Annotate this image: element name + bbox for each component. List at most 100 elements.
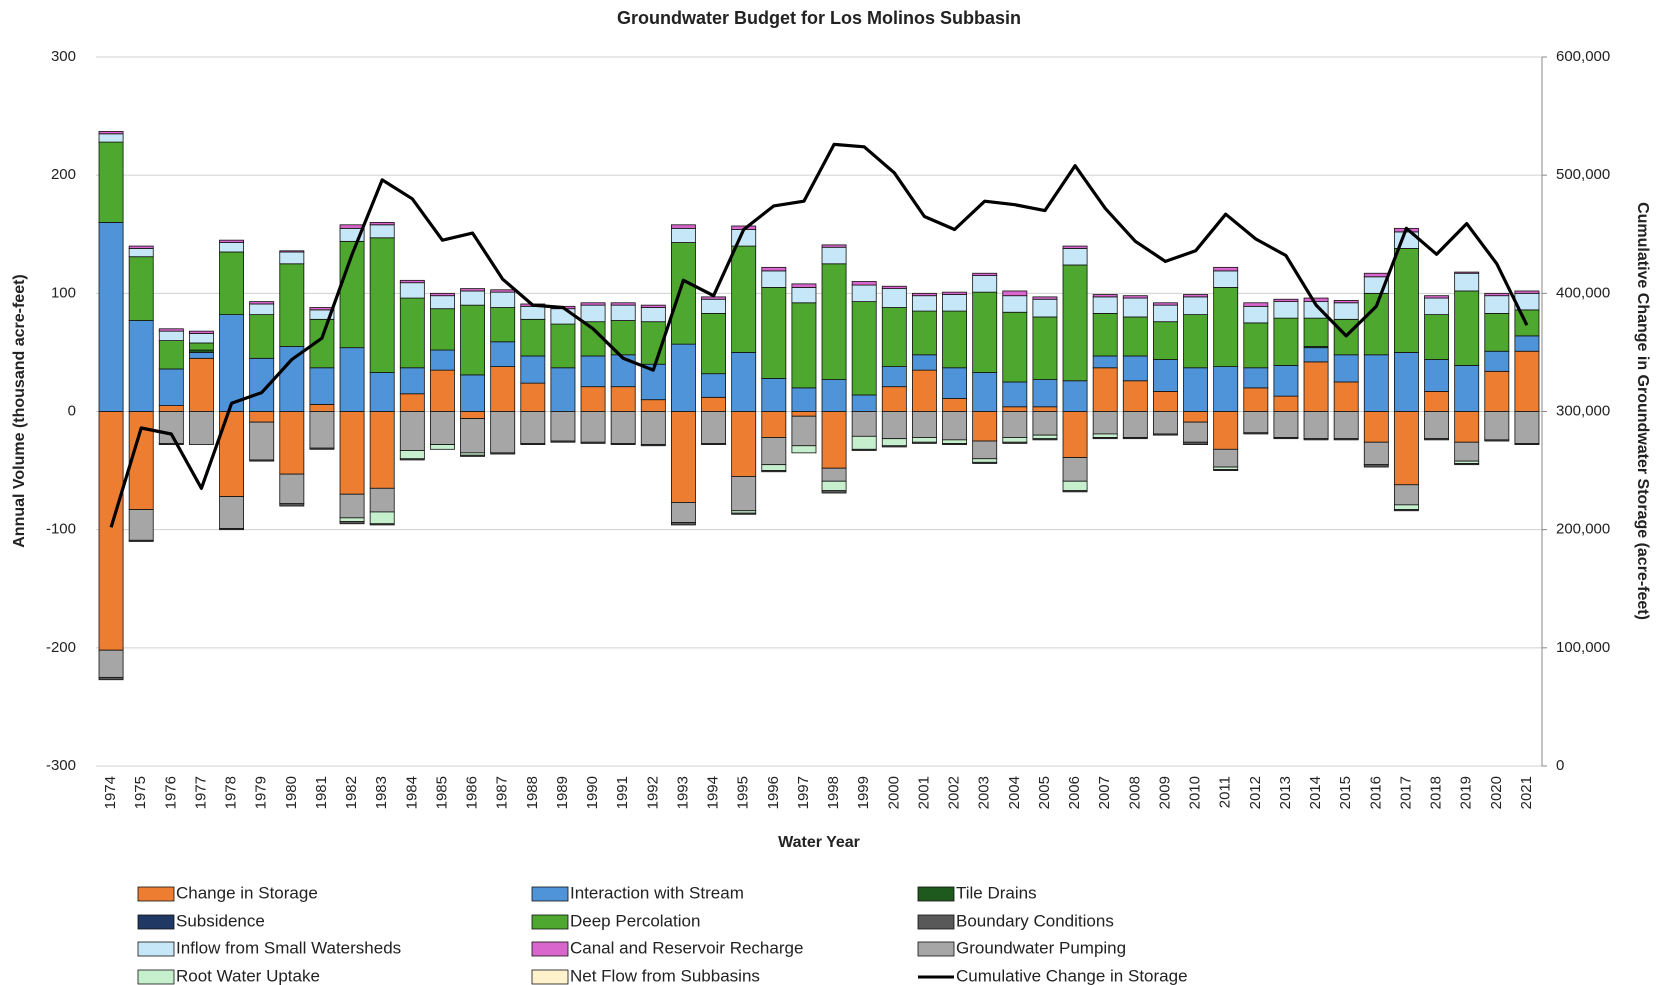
- bar-segment: [972, 275, 998, 293]
- bar-segment: [1243, 302, 1269, 307]
- bar-segment: [128, 320, 154, 412]
- x-tick-label: 1975: [132, 776, 149, 809]
- bar-segment: [821, 490, 847, 494]
- bar-segment: [972, 411, 998, 442]
- bar-segment: [1424, 297, 1450, 316]
- bar-segment: [158, 330, 184, 342]
- bar-segment: [821, 467, 847, 482]
- bar-segment: [761, 378, 787, 412]
- legend-label: Root Water Uptake: [176, 966, 320, 985]
- bar-segment: [550, 308, 576, 325]
- bar-segment: [1303, 347, 1329, 363]
- bar-segment: [942, 294, 968, 312]
- bar-segment: [881, 411, 907, 440]
- bar-segment: [1333, 300, 1359, 304]
- bar-segment: [1032, 298, 1058, 318]
- bar-segment: [1454, 411, 1480, 443]
- bar-segment: [640, 304, 666, 308]
- bar-segment: [731, 411, 757, 477]
- y2-tick-label: 600,000: [1556, 48, 1610, 65]
- bar-segment: [942, 443, 968, 445]
- bar-segment: [1002, 295, 1028, 313]
- bar-segment: [1333, 302, 1359, 320]
- bar-segment: [1002, 311, 1028, 383]
- bar-segment: [1454, 272, 1480, 292]
- bar-segment: [1333, 411, 1359, 440]
- bar-segment: [731, 512, 757, 515]
- bar-segment: [670, 411, 696, 503]
- bar-segment: [701, 411, 727, 444]
- bar-segment: [1122, 411, 1148, 438]
- bar-segment: [881, 288, 907, 308]
- bar-segment: [911, 295, 937, 312]
- bar-segment: [1454, 463, 1480, 466]
- bar-segment: [1122, 380, 1148, 412]
- legend-label: Boundary Conditions: [956, 911, 1114, 930]
- bar-segment: [972, 291, 998, 373]
- x-tick-label: 1985: [433, 776, 450, 809]
- bar-segment: [520, 355, 546, 384]
- x-tick-label: 2003: [976, 776, 993, 809]
- x-tick-label: 2006: [1066, 776, 1083, 809]
- bar-segment: [701, 373, 727, 398]
- bar-segment: [1514, 350, 1540, 412]
- bar-segment: [98, 133, 124, 143]
- bar-segment: [98, 676, 124, 681]
- bar-segment: [1032, 411, 1058, 436]
- legend-label: Net Flow from Subbasins: [570, 966, 760, 985]
- bar-segment: [1183, 367, 1209, 412]
- bar-segment: [309, 404, 335, 412]
- bar-segment: [851, 394, 877, 412]
- bar-segment: [399, 393, 425, 412]
- bar-segment: [490, 341, 516, 367]
- bar-segment: [1333, 354, 1359, 383]
- bar-segment: [881, 366, 907, 388]
- x-tick-label: 2007: [1096, 776, 1113, 809]
- y-axis-label: Annual Volume (thousand acre-feet): [11, 274, 28, 548]
- bar-segment: [369, 224, 395, 239]
- bar-segment: [1213, 287, 1239, 367]
- bar-segment: [761, 437, 787, 466]
- bar-segment: [188, 342, 214, 351]
- y2-axis-label: Cumulative Change in Groundwater Storage…: [1634, 202, 1651, 620]
- legend-label: Subsidence: [176, 911, 265, 930]
- bar-segment: [339, 347, 365, 412]
- bar-segment: [1363, 272, 1389, 278]
- bar-segment: [279, 473, 305, 505]
- bar-segment: [1273, 437, 1299, 440]
- bar-segment: [1273, 317, 1299, 366]
- x-tick-label: 1979: [253, 776, 270, 809]
- x-tick-label: 2017: [1397, 776, 1414, 809]
- bar-segment: [1062, 490, 1088, 493]
- bar-segment: [1183, 314, 1209, 369]
- bar-segment: [911, 441, 937, 444]
- bar-segment: [399, 279, 425, 284]
- bar-segment: [279, 411, 305, 475]
- bar-segment: [1484, 292, 1510, 297]
- legend-label: Inflow from Small Watersheds: [176, 938, 401, 957]
- x-tick-label: 2016: [1367, 776, 1384, 809]
- bar-segment: [1393, 248, 1419, 353]
- bar-segment: [279, 346, 305, 412]
- bar-segment: [821, 263, 847, 380]
- bar-segment: [580, 441, 606, 444]
- bar-segment: [610, 302, 636, 306]
- x-tick-label: 2018: [1428, 776, 1445, 809]
- bar-segment: [1183, 294, 1209, 298]
- bar-segment: [1002, 411, 1028, 438]
- bar-segment: [761, 266, 787, 272]
- bar-segment: [761, 470, 787, 473]
- bar-segment: [791, 415, 817, 447]
- bar-segment: [1032, 406, 1058, 412]
- bar-segment: [158, 368, 184, 406]
- x-tick-label: 1997: [795, 776, 812, 809]
- x-tick-label: 2015: [1337, 776, 1354, 809]
- bar-segment: [1303, 297, 1329, 303]
- bar-segment: [219, 242, 245, 253]
- x-tick-label: 2001: [915, 776, 932, 809]
- x-tick-label: 2014: [1307, 776, 1324, 809]
- bar-segment: [881, 438, 907, 447]
- x-tick-label: 2019: [1458, 776, 1475, 809]
- bar-segment: [1424, 391, 1450, 412]
